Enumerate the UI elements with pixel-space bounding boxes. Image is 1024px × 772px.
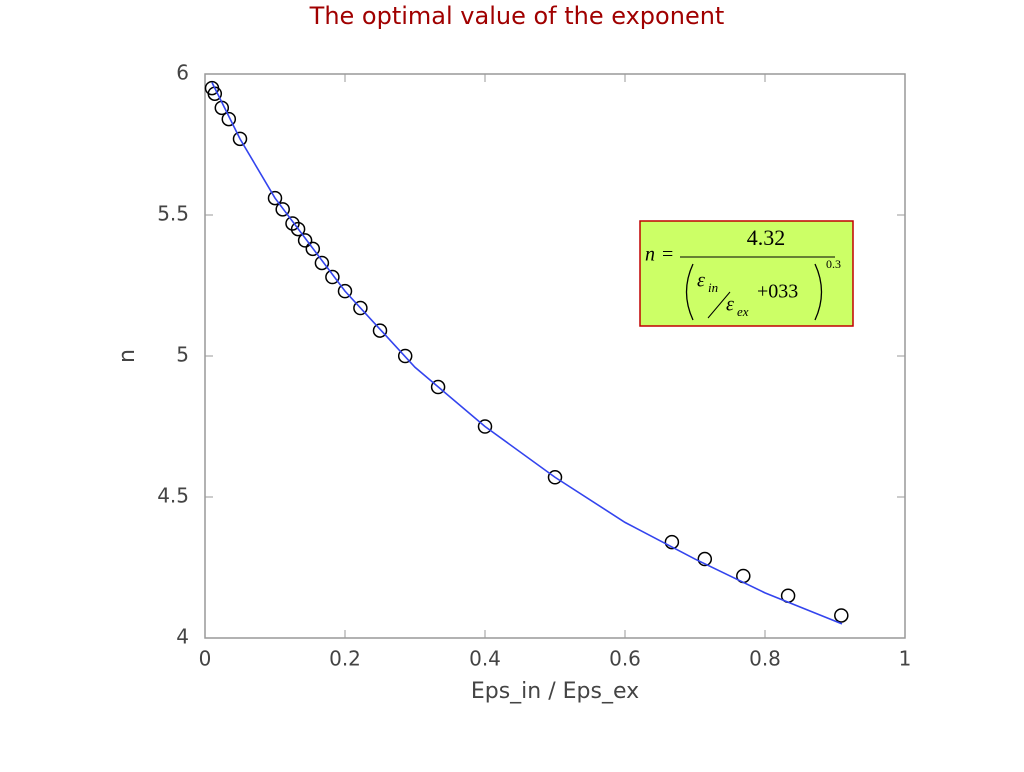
chart-title: The optimal value of the exponent — [309, 2, 725, 30]
x-tick-label: 0.2 — [329, 647, 361, 671]
data-point — [305, 241, 321, 257]
data-point — [834, 608, 849, 623]
x-tick-label: 0.8 — [749, 647, 781, 671]
formula-numerator: 4.32 — [747, 225, 786, 250]
paren-left — [685, 263, 694, 321]
y-tick-label: 4.5 — [157, 484, 189, 508]
data-point — [275, 202, 290, 217]
data-point — [697, 551, 713, 567]
fit-line — [211, 82, 843, 625]
data-point — [232, 131, 248, 147]
data-point — [430, 379, 446, 395]
formula-eps-ex: ε — [726, 294, 734, 316]
x-tick-label: 0 — [199, 647, 212, 671]
formula-slash — [707, 291, 731, 319]
data-point — [285, 216, 300, 231]
formula-equals: = — [662, 244, 673, 266]
data-point — [353, 300, 368, 316]
y-axis-label: n — [115, 349, 140, 363]
y-tick-label: 5 — [176, 343, 189, 367]
y-tick-label: 4 — [176, 625, 189, 649]
x-tick-label: 0.6 — [609, 647, 641, 671]
formula-box: n = 4.32 ε in ε ex +033 0.3 — [639, 220, 854, 327]
data-point — [267, 190, 283, 206]
data-point — [337, 283, 353, 299]
data-point — [372, 323, 388, 338]
formula-exponent: 0.3 — [826, 257, 841, 271]
formula-lhs: n — [645, 244, 655, 266]
data-point — [547, 470, 563, 485]
data-point — [477, 419, 493, 434]
formula-eps-in: ε — [697, 270, 705, 292]
data-point — [664, 534, 680, 550]
data-point — [221, 111, 237, 127]
data-point — [314, 255, 330, 271]
y-tick-label: 5.5 — [157, 202, 189, 226]
data-point — [297, 233, 313, 248]
formula-sub-ex: ex — [737, 304, 749, 319]
formula-plus: +033 — [757, 281, 798, 303]
formula-sub-in: in — [708, 280, 718, 295]
x-axis-label: Eps_in / Eps_ex — [471, 679, 639, 704]
data-point — [397, 348, 413, 364]
paren-right — [814, 263, 823, 321]
formula-background — [639, 220, 854, 327]
data-point — [290, 221, 306, 237]
plot-frame — [204, 73, 906, 639]
data-point — [325, 269, 340, 285]
x-tick-label: 0.4 — [469, 647, 501, 671]
x-tick-label: 1 — [899, 647, 912, 671]
y-tick-label: 6 — [176, 61, 189, 85]
